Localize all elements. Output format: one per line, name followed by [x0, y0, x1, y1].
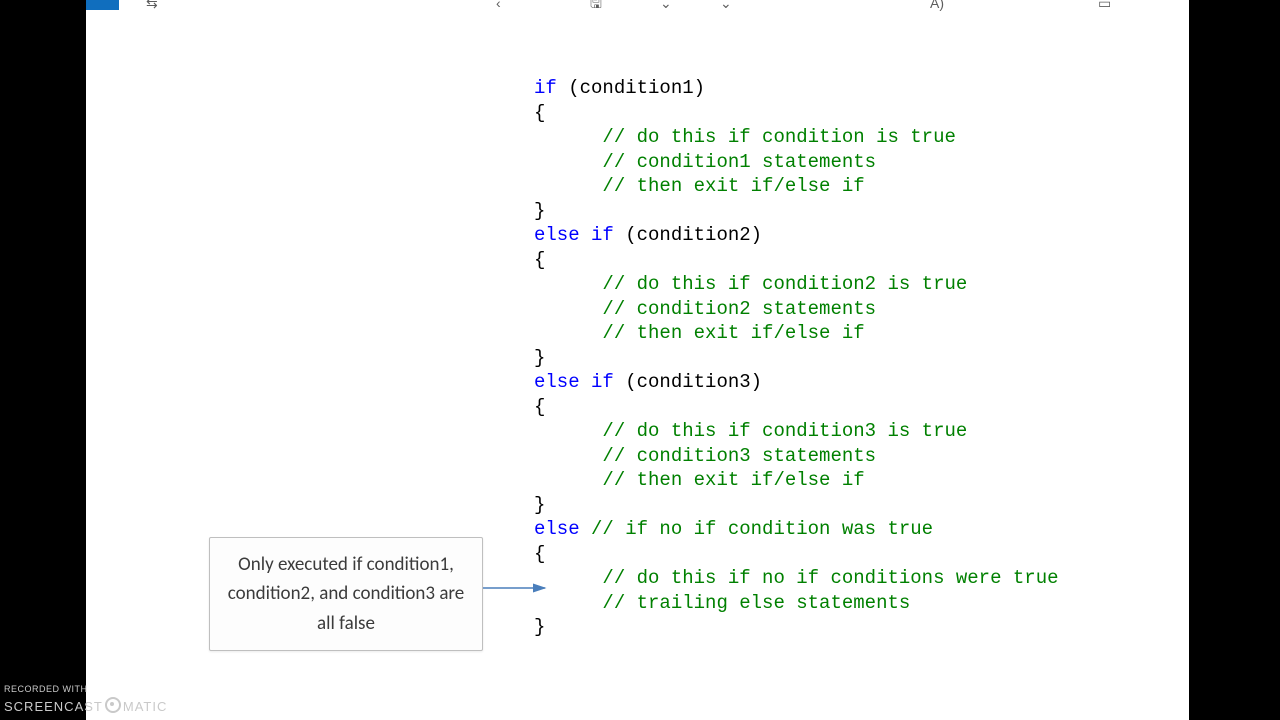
code-keyword: if — [534, 77, 557, 99]
active-tab-color-strip — [86, 0, 119, 10]
code-comment: // then exit if/else if — [602, 322, 864, 344]
code-line: { — [534, 101, 1059, 126]
code-line: { — [534, 542, 1059, 567]
code-line: } — [534, 615, 1059, 640]
code-keyword: else — [534, 518, 580, 540]
code-keyword: else if — [534, 224, 614, 246]
code-line: } — [534, 346, 1059, 371]
code-comment: // do this if condition3 is true — [602, 420, 967, 442]
code-line: if (condition1) — [534, 76, 1059, 101]
code-text: (condition2) — [614, 224, 762, 246]
code-text: { — [534, 543, 545, 565]
code-line: else // if no if condition was true — [534, 517, 1059, 542]
dropdown-icon[interactable]: ⌄ — [660, 0, 672, 10]
code-comment: // if no if condition was true — [591, 518, 933, 540]
code-text — [534, 420, 602, 442]
code-line: // do this if no if conditions were true — [534, 566, 1059, 591]
code-text — [534, 298, 602, 320]
code-text — [534, 175, 602, 197]
code-comment: // condition3 statements — [602, 445, 876, 467]
code-text: { — [534, 249, 545, 271]
code-text — [534, 151, 602, 173]
code-line: // condition2 statements — [534, 297, 1059, 322]
code-text — [580, 518, 591, 540]
code-text — [534, 592, 602, 614]
code-line: // then exit if/else if — [534, 174, 1059, 199]
watermark-brand-right: MATIC — [123, 699, 167, 714]
code-text: } — [534, 200, 545, 222]
code-line: { — [534, 248, 1059, 273]
watermark-line1: RECORDED WITH — [4, 683, 167, 695]
code-line: } — [534, 493, 1059, 518]
watermark-brand-left: SCREENCAST — [4, 699, 103, 714]
screencast-watermark: RECORDED WITH SCREENCAST MATIC — [4, 683, 167, 716]
annotation-text: Only executed if condition1, condition2,… — [228, 553, 465, 635]
code-text — [534, 273, 602, 295]
code-line: // then exit if/else if — [534, 321, 1059, 346]
code-comment: // condition1 statements — [602, 151, 876, 173]
save-icon[interactable]: 🖫 — [590, 0, 602, 10]
code-line: // do this if condition3 is true — [534, 419, 1059, 444]
code-line: // do this if condition is true — [534, 125, 1059, 150]
code-text: } — [534, 347, 545, 369]
code-text — [534, 126, 602, 148]
code-comment: // condition2 statements — [602, 298, 876, 320]
code-line: else if (condition2) — [534, 223, 1059, 248]
code-comment: // trailing else statements — [602, 592, 910, 614]
code-text: } — [534, 616, 545, 638]
code-line: // condition1 statements — [534, 150, 1059, 175]
code-line: { — [534, 395, 1059, 420]
video-stage: ⇆‹🖫⌄⌄A)▭ if (condition1){ // do this if … — [0, 0, 1280, 720]
code-text — [534, 322, 602, 344]
code-text: (condition3) — [614, 371, 762, 393]
code-text: { — [534, 396, 545, 418]
code-text — [534, 567, 602, 589]
code-text — [534, 469, 602, 491]
code-line: } — [534, 199, 1059, 224]
code-line: // condition3 statements — [534, 444, 1059, 469]
code-comment: // do this if no if conditions were true — [602, 567, 1058, 589]
toolbar-fragment — [86, 0, 1189, 10]
chevron-icon[interactable]: ⌄ — [720, 0, 732, 10]
code-text: { — [534, 102, 545, 124]
code-line: // trailing else statements — [534, 591, 1059, 616]
watermark-ring-icon — [105, 697, 121, 713]
left-tab-icon[interactable]: ⇆ — [146, 0, 158, 10]
annotation-callout: Only executed if condition1, condition2,… — [209, 537, 483, 651]
code-comment: // then exit if/else if — [602, 175, 864, 197]
code-comment: // then exit if/else if — [602, 469, 864, 491]
code-comment: // do this if condition is true — [602, 126, 955, 148]
code-line: // do this if condition2 is true — [534, 272, 1059, 297]
code-keyword: else if — [534, 371, 614, 393]
code-text: (condition1) — [557, 77, 705, 99]
read-aloud-icon[interactable]: A) — [930, 0, 944, 10]
code-comment: // do this if condition2 is true — [602, 273, 967, 295]
code-text: } — [534, 494, 545, 516]
code-text — [534, 445, 602, 467]
code-line: else if (condition3) — [534, 370, 1059, 395]
page-icon[interactable]: ▭ — [1098, 0, 1111, 10]
code-block: if (condition1){ // do this if condition… — [534, 76, 1059, 640]
back-icon[interactable]: ‹ — [496, 0, 501, 10]
code-line: // then exit if/else if — [534, 468, 1059, 493]
